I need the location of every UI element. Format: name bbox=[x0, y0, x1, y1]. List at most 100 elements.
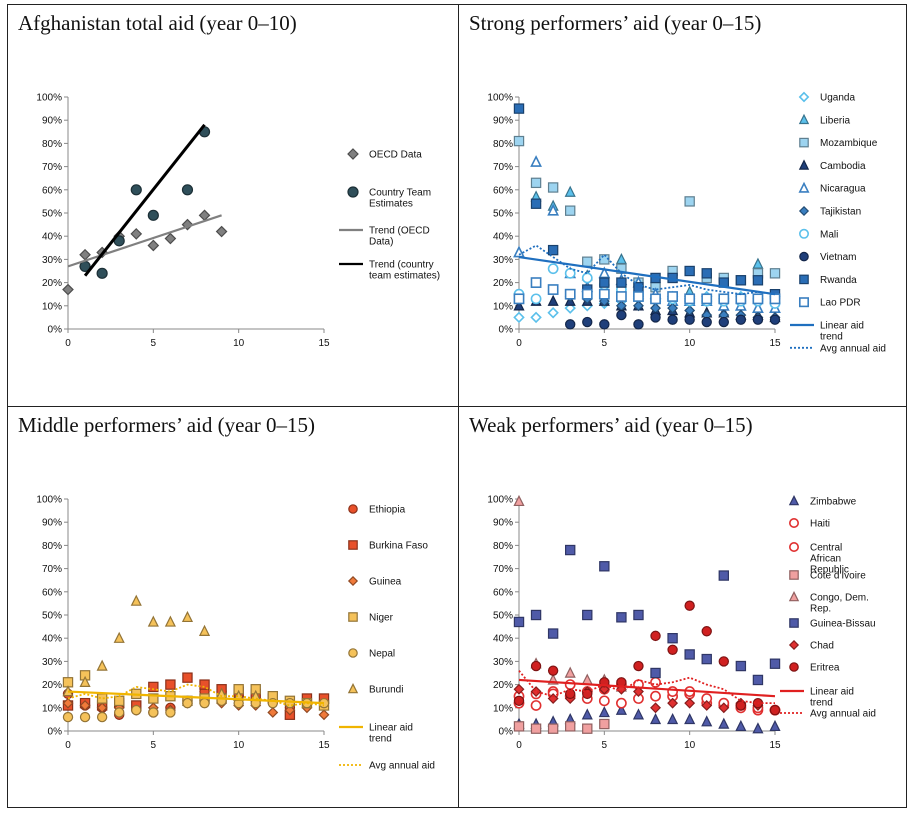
point-vietnam bbox=[582, 316, 593, 328]
y-tick-label: 0% bbox=[48, 325, 63, 336]
point-rwanda bbox=[547, 244, 559, 256]
point-vietnam bbox=[769, 314, 781, 325]
point-mozambique bbox=[513, 135, 525, 147]
point-cambodia bbox=[547, 294, 559, 306]
point-oecd-data bbox=[215, 225, 228, 238]
point-niger bbox=[148, 693, 159, 704]
legend-label-nepal: Nepal bbox=[369, 649, 395, 660]
chart-middle: 0% 10% 20% 30% 40% 50% 60% 70% 80% 90% 100% 0 5 10 15 E… bbox=[36, 495, 435, 772]
point-eritrea bbox=[718, 656, 729, 667]
point-rwanda bbox=[735, 275, 747, 286]
y-tick-label: 90% bbox=[493, 116, 513, 127]
point-chad bbox=[633, 686, 644, 698]
point-congo-dem-rep bbox=[581, 673, 593, 685]
point-cote-d-ivoire bbox=[599, 718, 610, 730]
axes: 0% 10% 20% 30% 40% 50% 60% 70% 80% 90% 100% 0 5 10 15 bbox=[36, 495, 330, 752]
y-tick-label: 40% bbox=[42, 634, 62, 645]
point-cote-d-ivoire bbox=[564, 721, 576, 732]
series-vietnam bbox=[564, 309, 781, 330]
y-tick-label: 60% bbox=[493, 185, 513, 196]
point-chad bbox=[530, 686, 542, 698]
x-tick-label: 5 bbox=[602, 740, 608, 751]
y-tick-label: 50% bbox=[493, 209, 513, 220]
point-mali bbox=[530, 293, 542, 305]
point-nepal bbox=[131, 704, 142, 716]
point-guinea bbox=[79, 700, 91, 711]
legend-label-linear-aid-trend: Linear aid trend bbox=[369, 723, 413, 745]
point-oecd-data bbox=[79, 248, 91, 261]
point-central-african-republic bbox=[650, 676, 661, 688]
point-eritrea bbox=[513, 695, 525, 707]
legend-label-mali: Mali bbox=[820, 229, 838, 240]
point-nepal bbox=[62, 711, 74, 723]
y-tick-label: 40% bbox=[493, 232, 513, 243]
y-tick-label: 0% bbox=[48, 727, 63, 738]
y-tick-label: 10% bbox=[493, 703, 513, 714]
point-cote-d-ivoire bbox=[530, 723, 542, 734]
y-tick-label: 80% bbox=[493, 139, 513, 150]
series-cote-d-ivoire bbox=[513, 718, 610, 734]
y-tick-label: 80% bbox=[42, 139, 62, 150]
point-tajikistan bbox=[633, 300, 644, 312]
point-rwanda bbox=[684, 265, 695, 277]
point-burkina-faso bbox=[148, 681, 159, 693]
point-zimbabwe bbox=[615, 703, 627, 715]
point-eritrea bbox=[667, 644, 678, 655]
point-guinea bbox=[267, 706, 279, 718]
x-tick-label: 5 bbox=[151, 740, 157, 751]
point-guinea-bissau bbox=[530, 609, 542, 621]
point-niger bbox=[113, 695, 125, 707]
legend-label-cote-d-ivoire: Cote d'Ivoire bbox=[810, 571, 866, 582]
point-lao-pdr bbox=[564, 288, 576, 300]
legend-symbol-mali bbox=[798, 228, 809, 239]
y-tick-label: 70% bbox=[42, 564, 62, 575]
legend-symbol-cambodia bbox=[798, 159, 810, 170]
y-tick-label: 50% bbox=[493, 611, 513, 622]
point-lao-pdr bbox=[633, 291, 644, 302]
point-guinea-bissau bbox=[582, 609, 593, 621]
legend-symbol-zimbabwe bbox=[788, 494, 800, 506]
point-lao-pdr bbox=[769, 293, 781, 305]
axes: 0% 10% 20% 30% 40% 50% 60% 70% 80% 90% 100% 0 5 10 15 bbox=[36, 93, 330, 350]
legend-symbol-country-team-estimates bbox=[347, 186, 359, 198]
point-burundi bbox=[198, 624, 211, 636]
series-lao-pdr bbox=[513, 277, 781, 305]
series-country-team-estimates bbox=[79, 126, 211, 279]
y-tick-label: 10% bbox=[493, 301, 513, 312]
point-nepal bbox=[284, 697, 296, 709]
y-tick-label: 40% bbox=[42, 232, 62, 243]
point-rwanda bbox=[513, 103, 525, 114]
point-oecd-data bbox=[62, 283, 74, 296]
point-mozambique bbox=[530, 177, 542, 189]
legend-label-guinea-bissau: Guinea-Bissau bbox=[810, 619, 876, 630]
point-vietnam bbox=[667, 314, 678, 325]
legend-label-mozambique: Mozambique bbox=[820, 138, 878, 149]
point-zimbabwe bbox=[684, 712, 696, 725]
point-guinea-bissau bbox=[667, 633, 678, 644]
point-burundi bbox=[164, 615, 176, 627]
point-vietnam bbox=[701, 316, 712, 328]
line-trend-country-team-estimates bbox=[83, 123, 206, 277]
series-burundi bbox=[62, 594, 262, 701]
y-tick-label: 20% bbox=[42, 680, 62, 691]
y-tick-label: 100% bbox=[36, 495, 62, 506]
point-vietnam bbox=[633, 319, 644, 330]
x-tick-label: 0 bbox=[65, 740, 71, 751]
x-tick-label: 15 bbox=[769, 338, 781, 349]
point-lao-pdr bbox=[598, 288, 610, 300]
line-avg-annual-aid bbox=[518, 670, 775, 705]
point-chad bbox=[718, 702, 730, 714]
point-vietnam bbox=[718, 316, 729, 328]
legend-label-burkina-faso: Burkina Faso bbox=[369, 541, 428, 552]
legend-label-niger: Niger bbox=[369, 613, 394, 624]
point-guinea-bissau bbox=[564, 544, 576, 556]
y-tick-label: 100% bbox=[487, 93, 513, 104]
line-linear-aid-trend bbox=[518, 678, 776, 698]
point-nepal bbox=[165, 707, 176, 718]
point-mozambique bbox=[769, 268, 781, 279]
point-rwanda bbox=[701, 268, 712, 279]
series-congo-dem-rep bbox=[513, 494, 627, 692]
point-liberia bbox=[615, 252, 627, 265]
y-tick-label: 50% bbox=[42, 209, 62, 220]
legend: Zimbabwe Haiti Central African RepublicCote … bbox=[780, 494, 876, 720]
